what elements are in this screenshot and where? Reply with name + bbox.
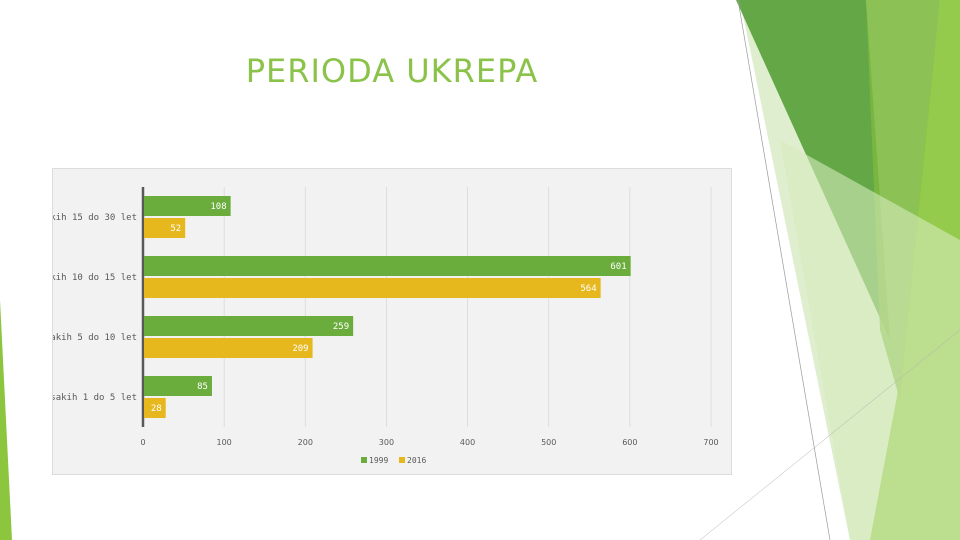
slide-title: PERIODA UKREPA	[245, 52, 539, 90]
data-label-1999-3: 85	[197, 382, 208, 392]
bar-2016-1	[144, 278, 601, 298]
decor-line-1	[737, 0, 831, 540]
bars	[144, 196, 631, 418]
tick-label-700: 700	[703, 438, 718, 447]
data-label-1999-1: 601	[610, 262, 626, 272]
bar-1999-1	[144, 256, 631, 276]
bar-2016-3	[144, 398, 166, 418]
legend-label-2016: 2016	[407, 456, 426, 465]
decor-facet-pale	[780, 140, 960, 540]
category-label-0: vsakih 15 do 30 let	[53, 213, 137, 223]
category-label-3: vsakih 1 do 5 let	[53, 393, 137, 403]
bar-2016-2	[144, 338, 313, 358]
legend-swatch-2016	[399, 457, 405, 463]
legend-label-1999: 1999	[369, 456, 388, 465]
decor-line-2	[699, 329, 960, 540]
data-label-2016-0: 52	[170, 224, 181, 234]
data-label-2016-3: 28	[151, 404, 162, 414]
data-label-1999-0: 108	[210, 202, 226, 212]
decor-left-strip	[0, 300, 12, 540]
bar-1999-0	[144, 196, 231, 216]
tick-label-0: 0	[140, 438, 145, 447]
bar-2016-0	[144, 218, 186, 238]
tick-label-500: 500	[541, 438, 556, 447]
data-label-2016-2: 209	[292, 344, 308, 354]
data-label-1999-2: 259	[333, 322, 349, 332]
bar-1999-3	[144, 376, 212, 396]
tick-label-400: 400	[460, 438, 475, 447]
labels: 0 100 200 300 400 500 600 700 108 52 vsakih 15 do …	[53, 202, 719, 447]
tick-label-200: 200	[298, 438, 313, 447]
category-label-2: vsakih 5 do 10 let	[53, 333, 137, 343]
bar-1999-2	[144, 316, 354, 336]
tick-label-600: 600	[622, 438, 637, 447]
data-label-2016-1: 564	[580, 284, 596, 294]
legend-swatch-1999	[361, 457, 367, 463]
category-label-1: vsakih 10 do 15 let	[53, 273, 137, 283]
gridlines	[141, 187, 712, 427]
legend: 1999 2016	[361, 456, 426, 465]
tick-label-300: 300	[379, 438, 394, 447]
tick-label-100: 100	[217, 438, 232, 447]
chart-svg: 0 100 200 300 400 500 600 700 108 52 vsakih 15 do …	[53, 187, 719, 465]
bar-chart: 0 100 200 300 400 500 600 700 108 52 vsakih 15 do …	[52, 168, 732, 475]
